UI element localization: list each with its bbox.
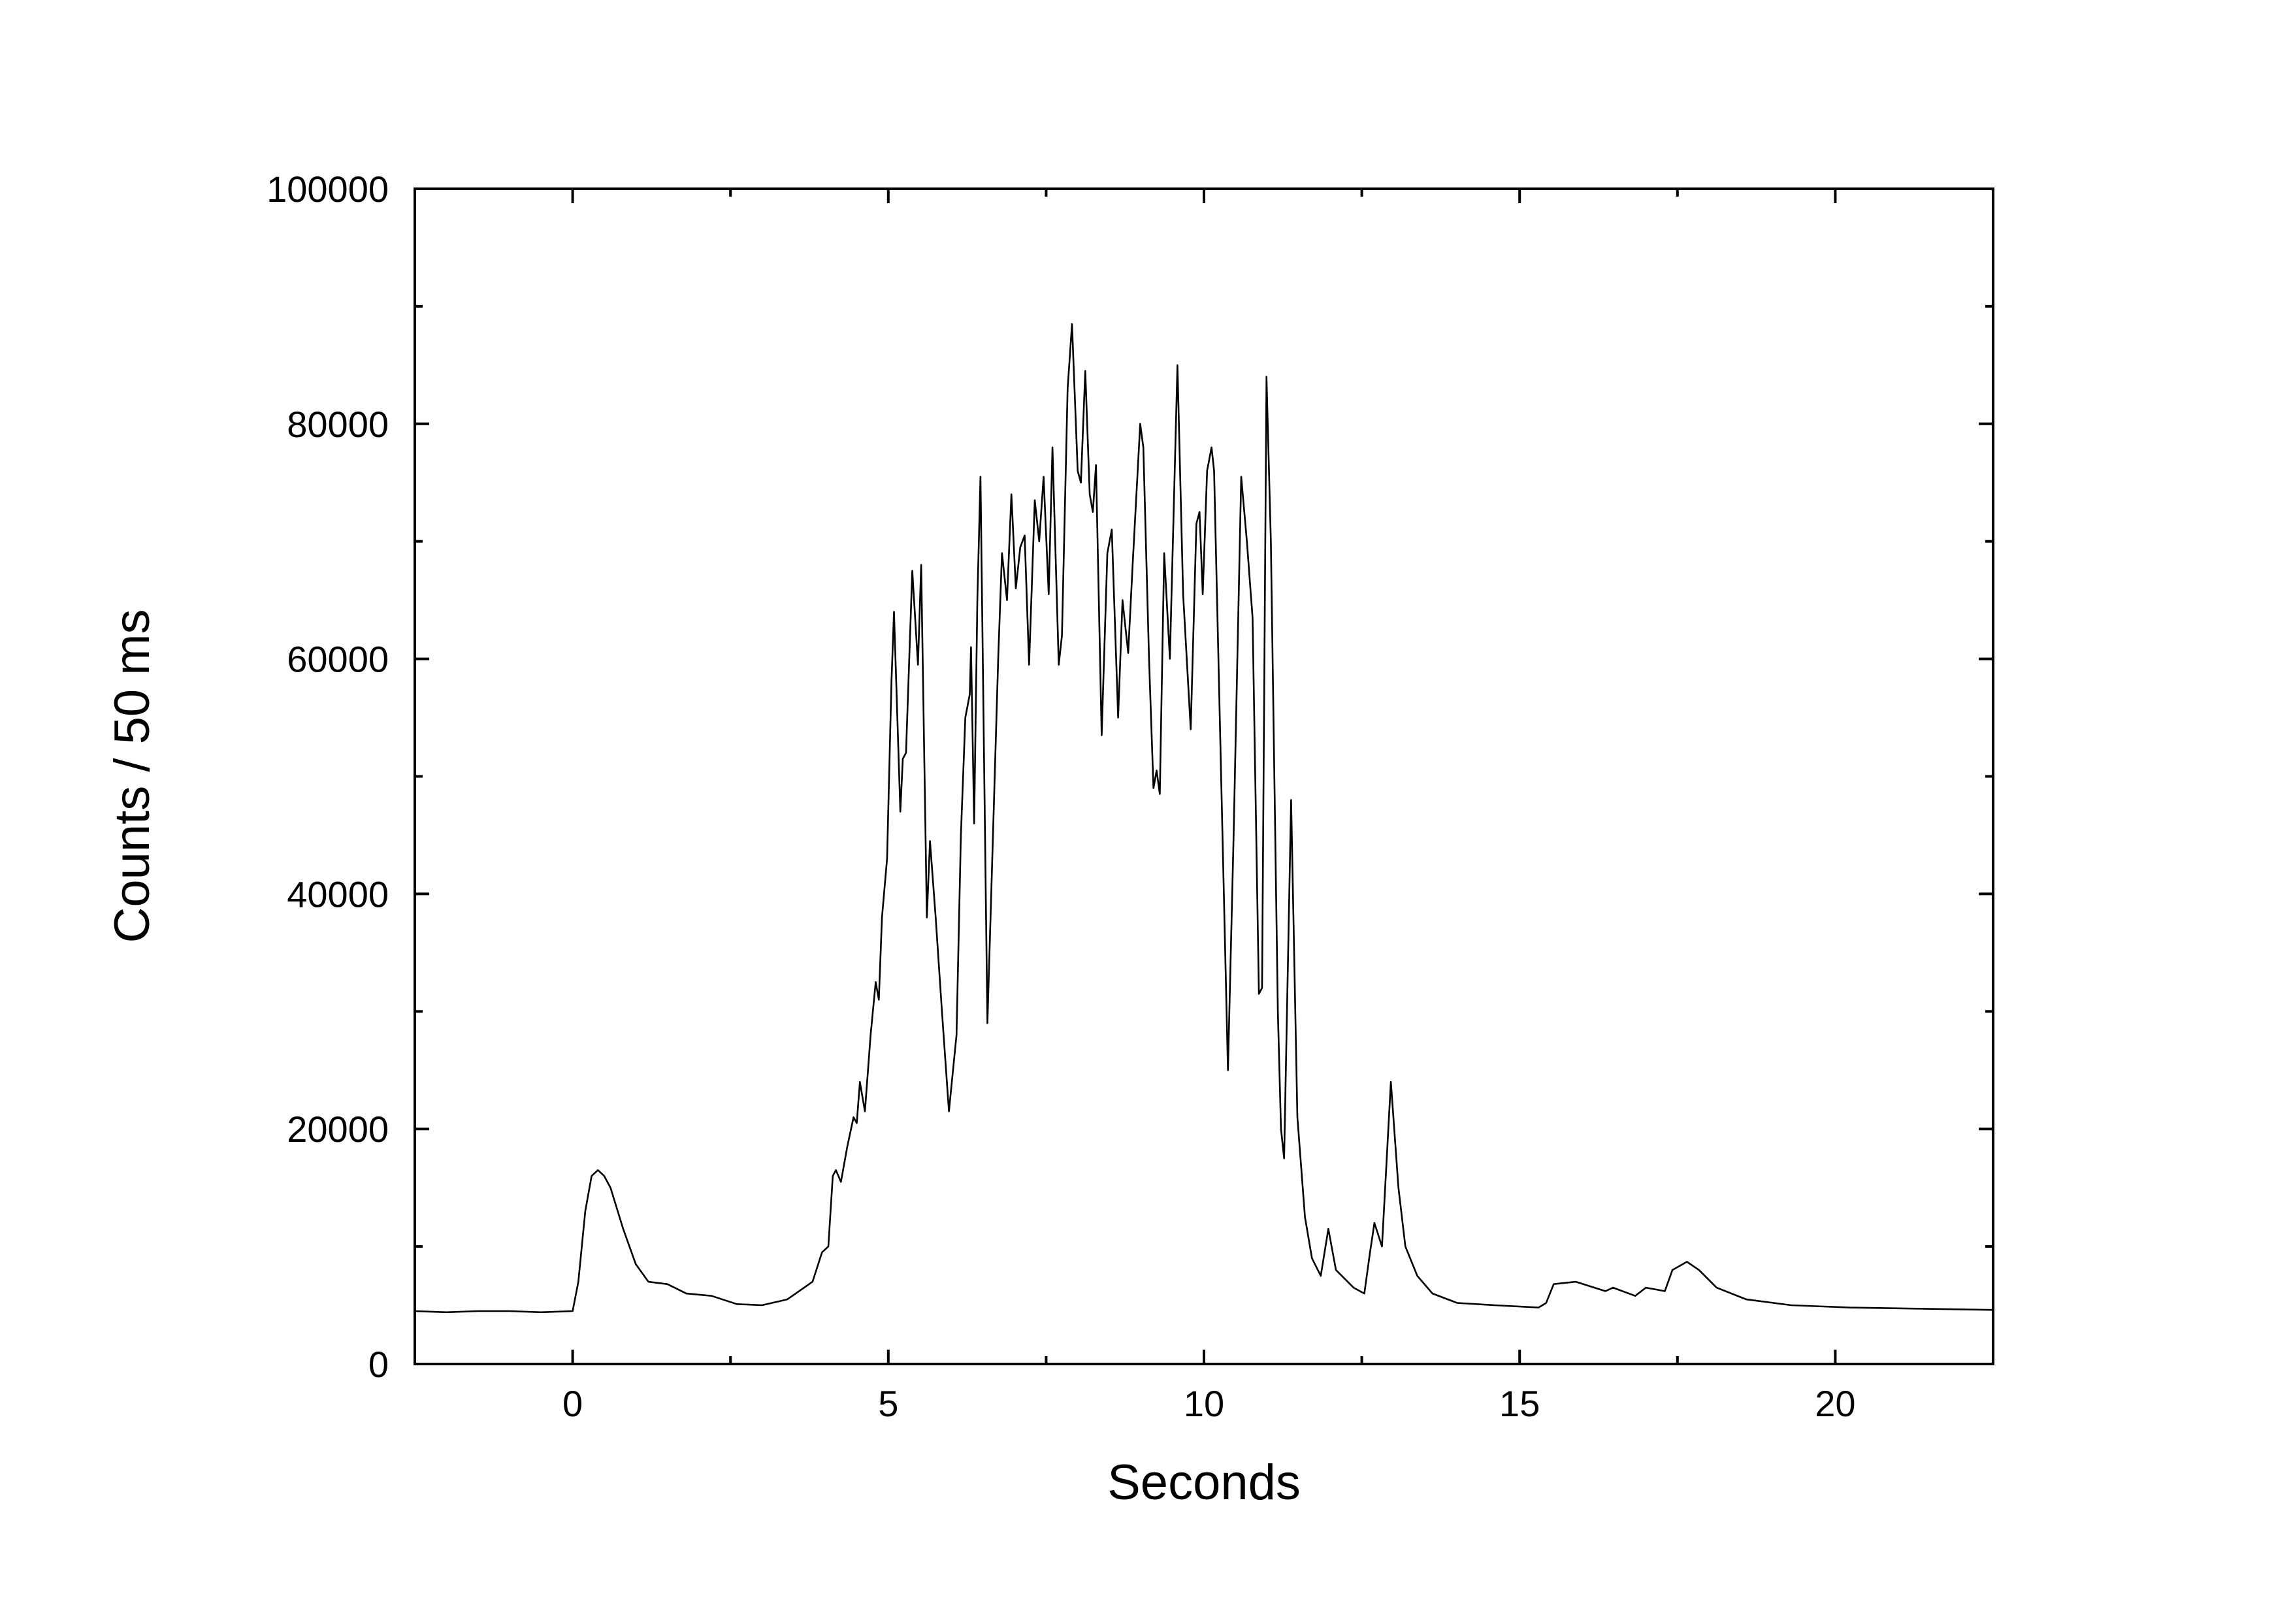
- y-tick-label: 0: [368, 1344, 389, 1385]
- y-tick-label: 80000: [287, 404, 389, 445]
- y-tick-label: 40000: [287, 873, 389, 915]
- data-line: [414, 323, 1994, 1314]
- x-tick-label: 15: [1499, 1383, 1540, 1424]
- y-tick-label: 100000: [267, 169, 389, 210]
- plot-frame: [414, 187, 1994, 1365]
- x-tick-label: 5: [878, 1383, 898, 1424]
- x-tick-label: 0: [562, 1383, 583, 1424]
- y-tick-label: 60000: [287, 639, 389, 680]
- y-tick-label: 20000: [287, 1109, 389, 1150]
- x-axis-label: Seconds: [1107, 1455, 1301, 1510]
- y-axis-label: Counts / 50 ms: [105, 609, 160, 943]
- x-tick-label: 20: [1815, 1383, 1855, 1424]
- x-tick-label: 10: [1184, 1383, 1224, 1424]
